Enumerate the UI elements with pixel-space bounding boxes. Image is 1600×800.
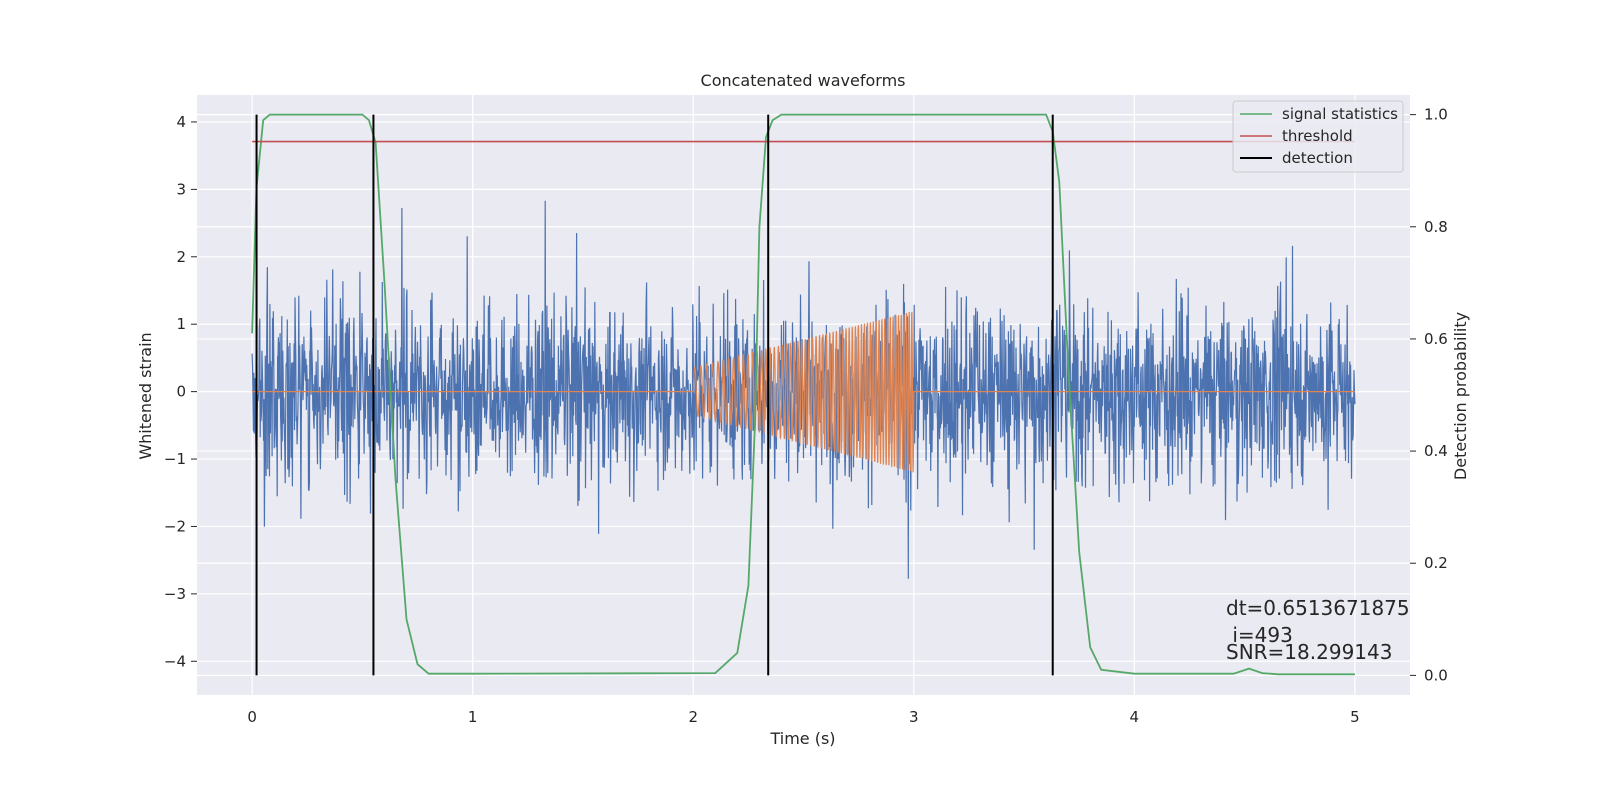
strain-line [251,200,1356,579]
x-tick-label: 3 [909,708,919,726]
annotation-index: i=493 [1226,623,1293,647]
annotation-snr: SNR=18.299143 [1226,640,1392,664]
x-tick-label: 0 [247,708,257,726]
detection-series [255,114,1054,676]
legend-box [1232,100,1404,173]
x-tick-label: 5 [1350,708,1360,726]
y2-axis-label: Detection probability [1451,312,1470,480]
y-tick-label: −4 [164,652,186,670]
y2-tick-label: 0.8 [1424,218,1448,236]
legend-label-detection: detection [1282,149,1353,167]
y-tick-label: −2 [164,517,186,535]
legend: signal statistics threshold detection [1232,100,1404,173]
y-tick-label: 4 [176,113,186,131]
y-tick-label: 3 [176,180,186,198]
chirp-line [252,311,1355,473]
x-tick-label: 1 [468,708,478,726]
x-tick-label: 2 [688,708,698,726]
y-tick-label: 2 [176,248,186,266]
y-tick-label: 1 [176,315,186,333]
legend-label-signal-statistics: signal statistics [1282,105,1398,123]
y-axis-label: Whitened strain [136,332,155,459]
x-axis-label: Time (s) [769,729,835,748]
y-tick-label: −3 [164,585,186,603]
y-axis-ticks: −4 −3 −2 −1 0 1 2 3 4 [164,113,197,670]
chirp-series [252,311,1355,473]
legend-label-threshold: threshold [1282,127,1353,145]
y2-tick-label: 0.2 [1424,554,1448,572]
y-tick-label: 0 [176,383,186,401]
y2-tick-label: 0.0 [1424,666,1448,684]
strain-series [251,200,1356,579]
x-tick-label: 4 [1130,708,1140,726]
annotation-dt: dt=0.6513671875 [1226,596,1410,620]
y2-tick-label: 0.6 [1424,330,1448,348]
chart-title: Concatenated waveforms [701,71,906,90]
y2-axis-ticks: 0.0 0.2 0.4 0.6 0.8 1.0 [1410,106,1448,684]
y2-tick-label: 0.4 [1424,442,1448,460]
x-axis-ticks: 0 1 2 3 4 5 [247,708,1359,726]
y-tick-label: −1 [164,450,186,468]
y2-tick-label: 1.0 [1424,106,1448,124]
